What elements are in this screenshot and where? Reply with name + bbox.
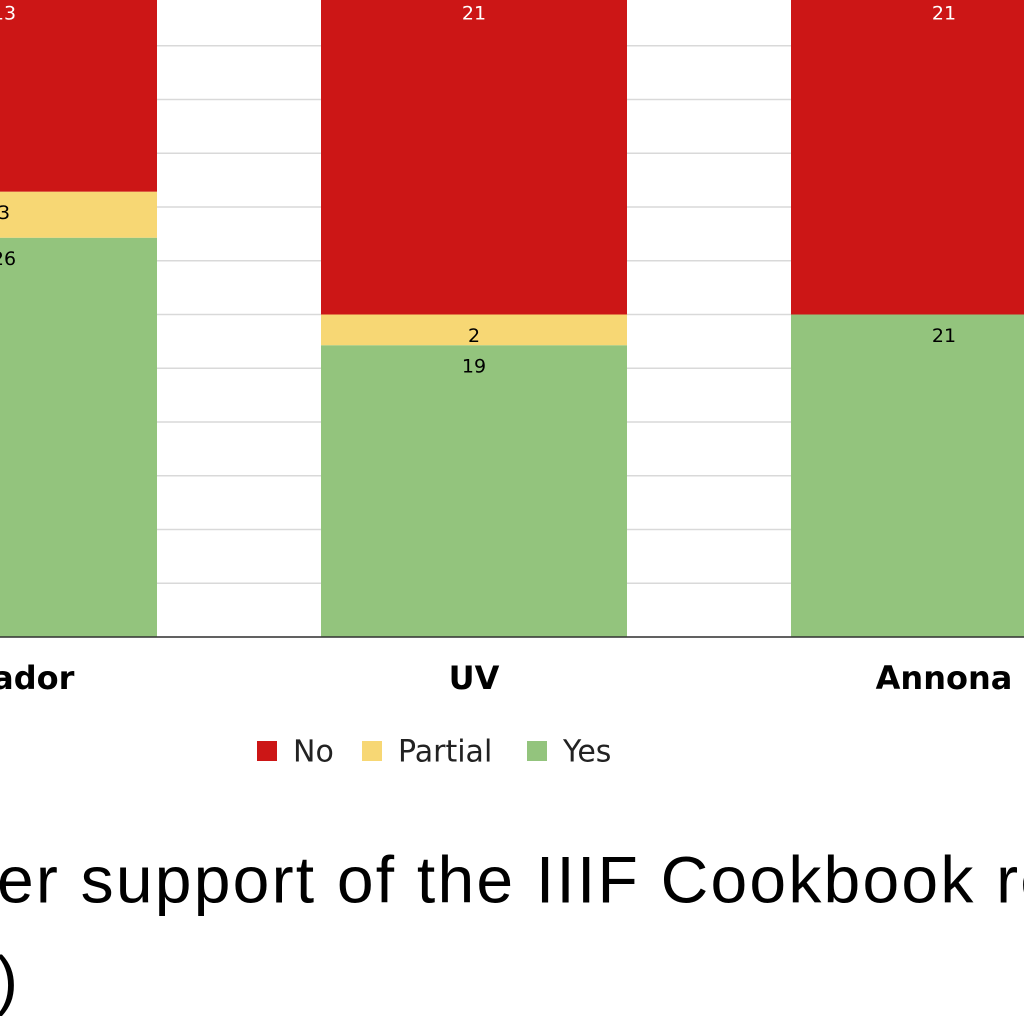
bar-segment [321,314,627,346]
bar-segment [791,0,1024,315]
value-label: 21 [462,3,486,25]
value-label: 2 [468,325,480,347]
value-label: 19 [462,356,486,378]
value-label: 21 [932,325,956,347]
value-label: 13 [0,3,16,25]
legend-swatch [257,741,277,761]
legend-swatch [527,741,547,761]
bar-segment [0,237,157,637]
legend-label: No [293,735,334,770]
legend-swatch [362,741,382,761]
bar-segment [321,0,627,315]
bar-segment [321,345,627,637]
value-label: 21 [932,3,956,25]
value-label: 26 [0,248,16,270]
bar-segment [0,191,157,238]
legend-label: Partial [398,735,492,770]
bar-segment [0,0,157,192]
caption-line: er support of the IIIF Cookbook re [0,842,1024,916]
caption-line: ) [0,942,18,1016]
x-tick-label: Annona [876,659,1013,697]
value-label: 3 [0,202,10,224]
x-tick-label: UV [449,659,500,697]
x-tick-label: Mirador [0,659,75,697]
legend-label: Yes [562,735,611,770]
bar-segment [791,314,1024,637]
